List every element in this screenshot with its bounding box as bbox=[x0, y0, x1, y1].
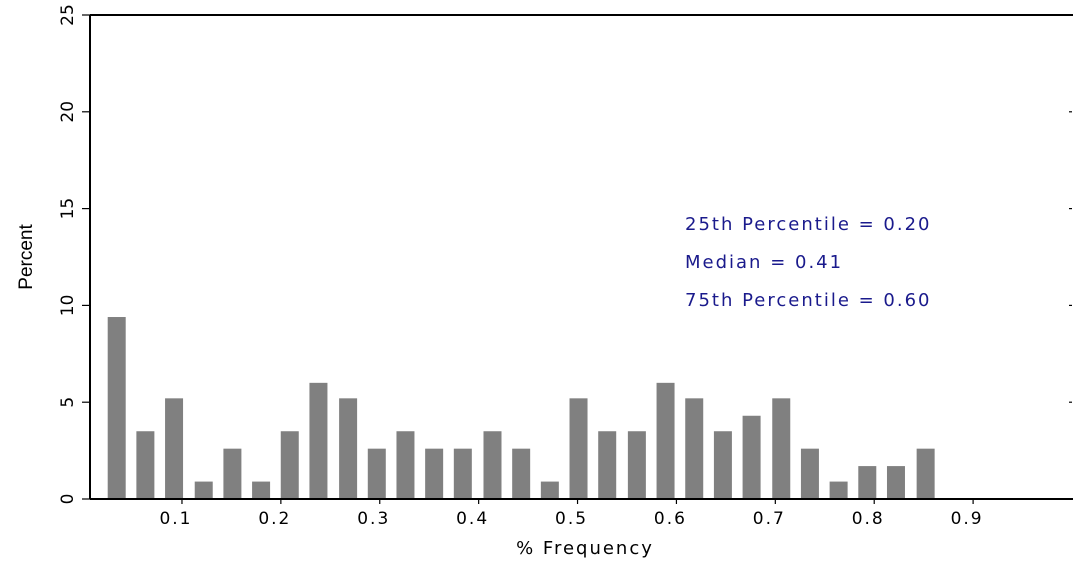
x-tick-label: 0.2 bbox=[258, 509, 291, 529]
bar bbox=[309, 382, 328, 499]
y-tick-label: 5 bbox=[58, 397, 78, 408]
bar bbox=[367, 448, 386, 499]
bar bbox=[886, 466, 905, 499]
x-axis-label: % Frequency bbox=[516, 538, 654, 559]
y-axis-label: Percent bbox=[16, 224, 37, 290]
bar bbox=[396, 431, 415, 499]
bar bbox=[685, 398, 704, 499]
bar bbox=[916, 448, 935, 499]
bar bbox=[136, 431, 155, 499]
bar bbox=[223, 448, 242, 499]
bar bbox=[800, 448, 819, 499]
y-tick-label: 20 bbox=[58, 101, 78, 123]
bar bbox=[656, 382, 675, 499]
bar bbox=[598, 431, 617, 499]
bar bbox=[540, 481, 559, 499]
bar bbox=[252, 481, 271, 499]
bar bbox=[453, 448, 472, 499]
bar bbox=[569, 398, 588, 499]
x-tick-label: 0.7 bbox=[753, 509, 786, 529]
bar bbox=[165, 398, 184, 499]
x-tick-label: 0.1 bbox=[159, 509, 192, 529]
bar bbox=[742, 415, 761, 499]
bar bbox=[713, 431, 732, 499]
x-tick-label: 0.4 bbox=[456, 509, 489, 529]
x-tick-label: 0.8 bbox=[852, 509, 885, 529]
y-tick-label: 10 bbox=[58, 295, 78, 317]
bar bbox=[829, 481, 848, 499]
y-tick-label: 15 bbox=[58, 198, 78, 220]
x-tick-label: 0.3 bbox=[357, 509, 390, 529]
x-tick-label: 0.6 bbox=[654, 509, 687, 529]
bar bbox=[858, 466, 877, 499]
y-tick-label: 0 bbox=[58, 494, 78, 505]
bar bbox=[107, 317, 126, 499]
bar bbox=[627, 431, 646, 499]
bar bbox=[194, 481, 213, 499]
bar bbox=[280, 431, 299, 499]
annotation: Median = 0.41 bbox=[685, 252, 843, 273]
x-tick-label: 0.9 bbox=[951, 509, 984, 529]
x-tick-label: 0.5 bbox=[555, 509, 588, 529]
bar bbox=[512, 448, 531, 499]
bar bbox=[339, 398, 358, 499]
bar bbox=[772, 398, 791, 499]
bar bbox=[425, 448, 444, 499]
y-tick-label: 25 bbox=[58, 4, 78, 26]
bar bbox=[483, 431, 502, 499]
annotation: 25th Percentile = 0.20 bbox=[685, 214, 932, 235]
annotation: 75th Percentile = 0.60 bbox=[685, 290, 932, 311]
